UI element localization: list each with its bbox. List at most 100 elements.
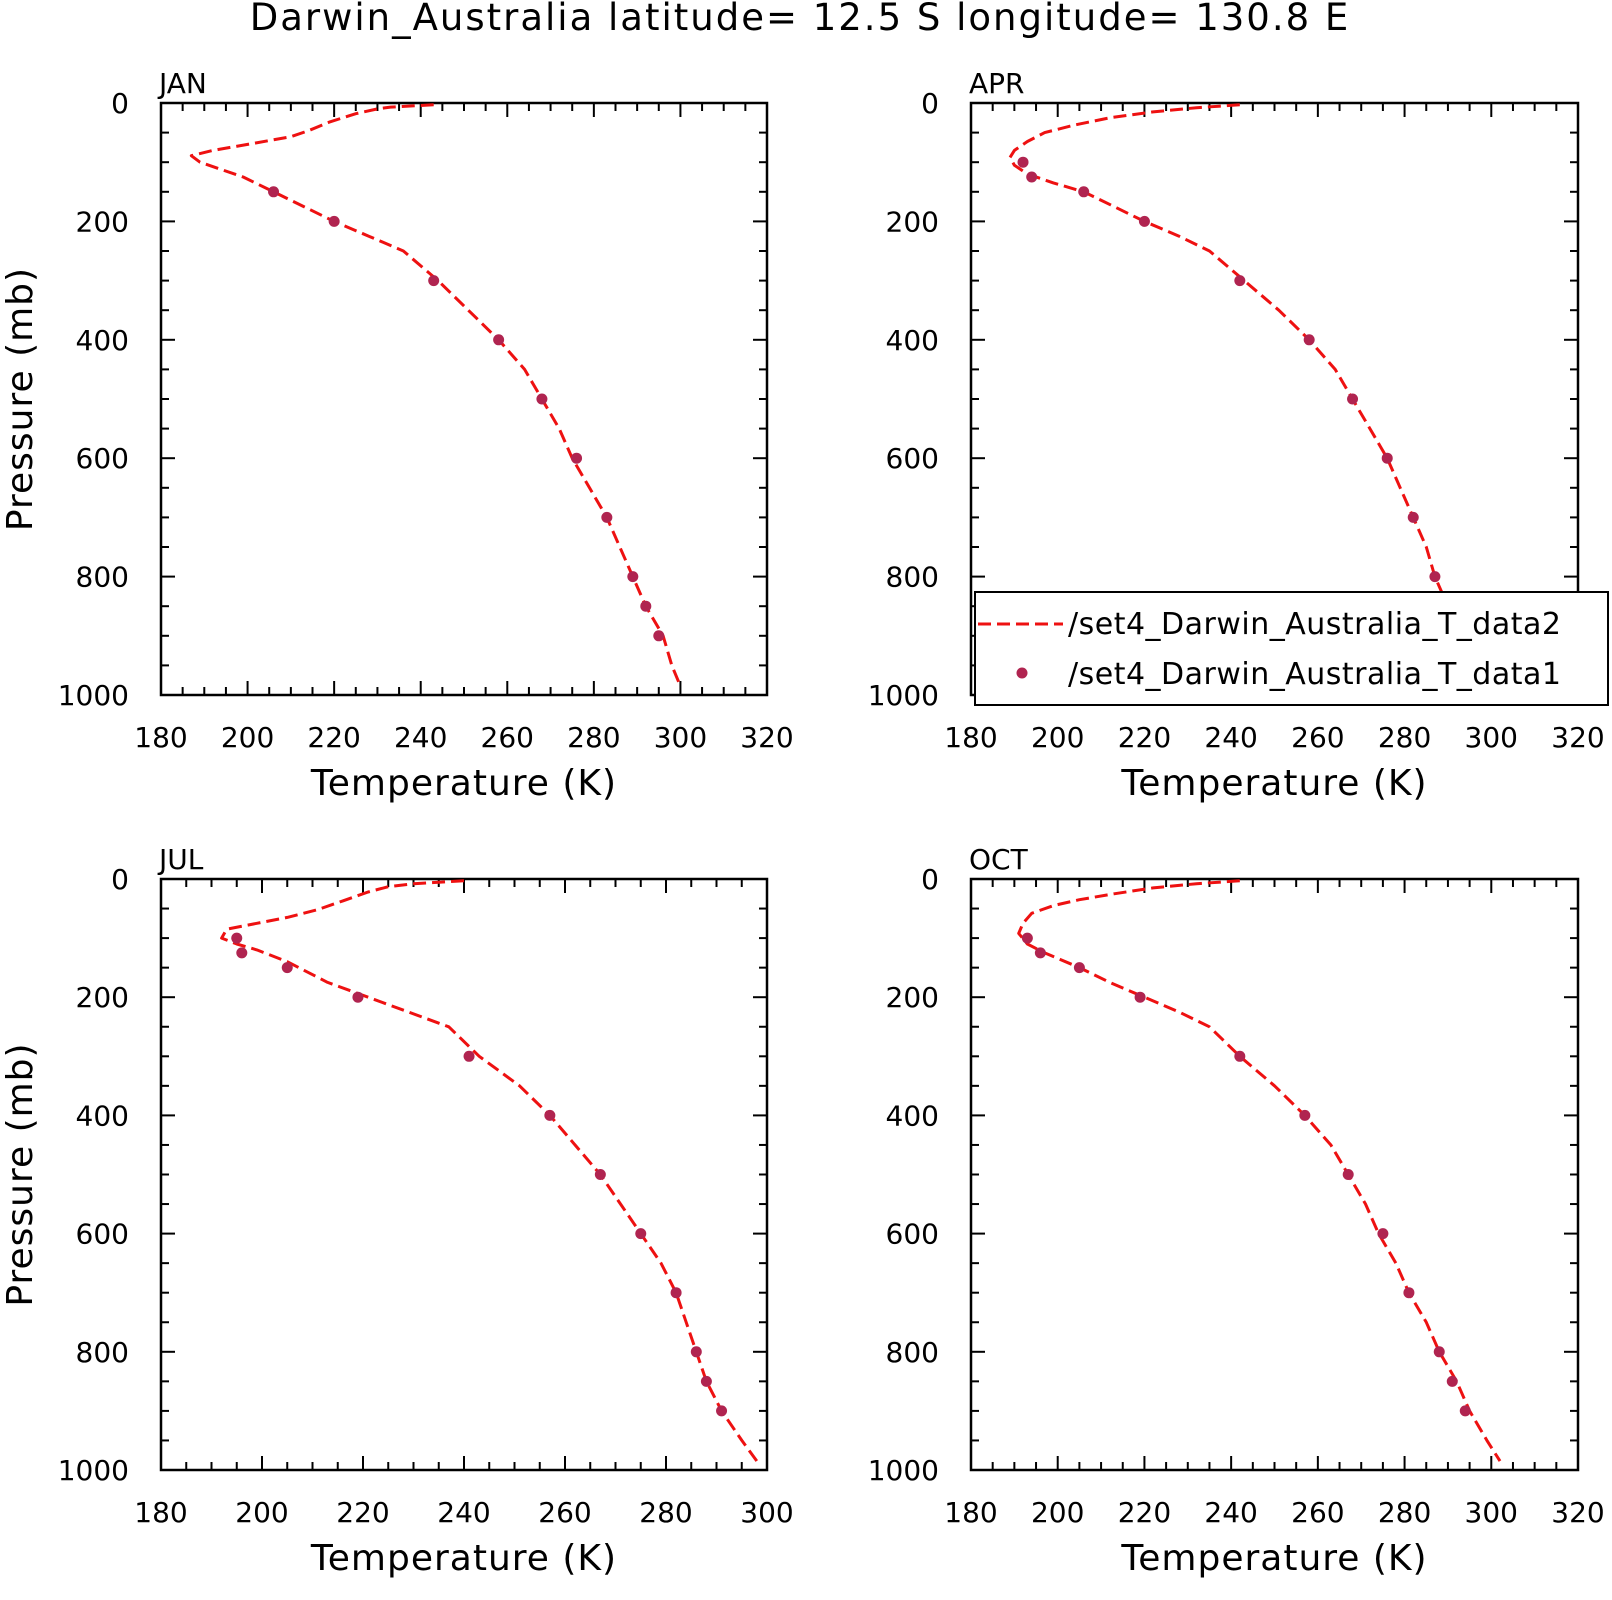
x-axis-title: Temperature (K)	[310, 1538, 617, 1579]
obs-marker	[536, 393, 548, 405]
x-tick-label: 280	[639, 1496, 692, 1529]
panel-jan: JAN 180 200 220 240 260 280 300 320 0 200 400 600 800…	[0, 67, 794, 804]
obs-marker	[700, 1375, 712, 1387]
obs-marker	[544, 1109, 556, 1121]
x-axis-title: Temperature (K)	[310, 763, 617, 804]
y-tick-label: 400	[886, 324, 939, 357]
x-tick-label: 200	[221, 721, 274, 754]
panel-label: OCT	[969, 843, 1029, 876]
obs-marker	[1026, 171, 1038, 183]
panel-label: JAN	[157, 67, 207, 100]
panel-label: APR	[969, 67, 1025, 100]
x-tick-label: 200	[1031, 1496, 1084, 1529]
y-tick-label: 400	[76, 1099, 129, 1132]
obs-marker	[352, 991, 364, 1003]
x-tick-label: 240	[394, 721, 447, 754]
obs-marker	[1429, 571, 1441, 583]
panel-label: JUL	[157, 843, 204, 876]
obs-marker	[601, 511, 613, 523]
x-tick-label: 320	[1551, 721, 1604, 754]
x-tick-label: 320	[740, 721, 793, 754]
y-tick-label: 0	[111, 87, 129, 120]
x-tick-label: 320	[1551, 1496, 1604, 1529]
legend-entry-data1: /set4_Darwin_Australia_T_data1	[1068, 657, 1561, 692]
obs-marker	[463, 1050, 475, 1062]
obs-marker	[328, 215, 340, 227]
y-tick-label: 0	[921, 863, 939, 896]
x-tick-label: 240	[1204, 1496, 1257, 1529]
y-tick-label: 0	[111, 863, 129, 896]
y-tick-label: 600	[886, 442, 939, 475]
y-tick-label: 200	[886, 981, 939, 1014]
model-profile-line	[220, 879, 759, 1462]
x-tick-label: 260	[481, 721, 534, 754]
obs-marker	[1234, 275, 1246, 287]
y-tick-label: 800	[886, 561, 939, 594]
x-tick-label: 260	[1291, 721, 1344, 754]
obs-marker	[670, 1287, 682, 1299]
obs-marker	[1034, 947, 1046, 959]
obs-marker	[493, 334, 505, 346]
model-profile-line	[1017, 879, 1502, 1462]
y-tick-label: 800	[76, 561, 129, 594]
obs-marker	[627, 571, 639, 583]
x-tick-label: 240	[1204, 721, 1257, 754]
y-tick-label: 1000	[868, 679, 939, 712]
x-tick-label: 280	[1378, 1496, 1431, 1529]
obs-marker	[1381, 452, 1393, 464]
panels-container: JAN 180 200 220 240 260 280 300 320 0 200 400 600 800…	[0, 67, 1609, 1579]
y-tick-label: 0	[921, 87, 939, 120]
y-tick-label: 600	[76, 1218, 129, 1251]
legend: /set4_Darwin_Australia_T_data2/set4_Darw…	[974, 591, 1609, 706]
model-profile-line	[1008, 103, 1493, 687]
legend-box	[974, 591, 1609, 706]
obs-marker	[1459, 1405, 1471, 1417]
obs-marker	[1021, 932, 1033, 944]
plot-frame	[159, 101, 769, 697]
obs-marker	[1073, 962, 1085, 974]
obs-marker	[1446, 1375, 1458, 1387]
legend-entry-data2: /set4_Darwin_Australia_T_data2	[1068, 607, 1561, 642]
obs-marker	[1134, 991, 1146, 1003]
obs-marker	[231, 932, 243, 944]
obs-marker	[1342, 1169, 1354, 1180]
plot-frame	[969, 877, 1580, 1472]
x-tick-label: 180	[134, 1496, 187, 1529]
x-axis-title: Temperature (K)	[1120, 1538, 1427, 1579]
y-tick-label: 200	[76, 205, 129, 238]
obs-marker	[1407, 511, 1419, 523]
x-tick-label: 200	[1031, 721, 1084, 754]
obs-marker	[236, 947, 248, 959]
y-tick-label: 200	[76, 981, 129, 1014]
model-profile-line	[189, 103, 682, 687]
x-tick-label: 300	[1465, 721, 1518, 754]
obs-marker	[690, 1346, 702, 1358]
x-tick-label: 240	[437, 1496, 490, 1529]
obs-marker	[1138, 215, 1150, 227]
obs-marker	[571, 452, 583, 464]
y-tick-label: 200	[886, 205, 939, 238]
obs-marker	[1017, 156, 1029, 168]
y-tick-label: 600	[76, 442, 129, 475]
obs-marker	[653, 630, 665, 642]
x-tick-label: 220	[336, 1496, 389, 1529]
obs-marker	[635, 1228, 647, 1240]
x-axis-title: Temperature (K)	[1120, 763, 1427, 804]
y-tick-label: 800	[886, 1336, 939, 1369]
panel-oct: OCT 180 200 220 240 260 280 300 320 0 200 400 600 800…	[868, 843, 1605, 1579]
x-tick-label: 180	[134, 721, 187, 754]
y-tick-label: 1000	[868, 1454, 939, 1487]
x-tick-label: 280	[1378, 721, 1431, 754]
y-tick-label: 600	[886, 1218, 939, 1251]
obs-marker	[1403, 1287, 1415, 1299]
x-tick-label: 220	[307, 721, 360, 754]
y-tick-label: 1000	[58, 679, 129, 712]
plot-frame	[159, 877, 769, 1472]
y-axis-title: Pressure (mb)	[0, 267, 41, 531]
obs-marker	[428, 275, 440, 287]
x-tick-label: 200	[235, 1496, 288, 1529]
legend-marker-sample	[1016, 667, 1028, 679]
obs-marker	[1377, 1228, 1389, 1240]
x-tick-label: 260	[538, 1496, 591, 1529]
